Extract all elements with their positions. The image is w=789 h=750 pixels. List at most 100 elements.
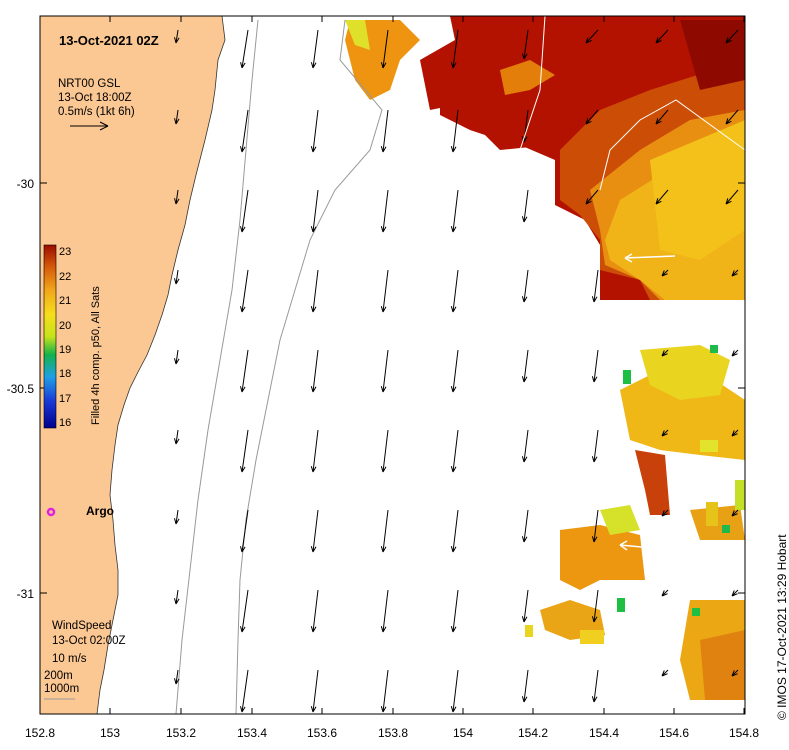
current-vectors [174, 29, 739, 713]
current-arrow [661, 589, 669, 597]
current-arrow [240, 349, 249, 393]
current-arrow [661, 509, 669, 517]
current-arrow [731, 429, 739, 437]
current-arrow [174, 509, 180, 525]
current-arrow [310, 669, 319, 713]
current-arrow [380, 189, 389, 233]
current-arrow [380, 269, 389, 313]
current-arrow [521, 269, 529, 303]
current-arrow [585, 29, 599, 44]
colorbar [43, 244, 57, 429]
source-line-2: 13-Oct 18:00Z [58, 92, 132, 104]
current-arrow [380, 669, 389, 713]
current-arrow [240, 189, 249, 233]
current-arrow [521, 349, 529, 383]
current-arrow [450, 349, 459, 393]
current-arrow [661, 269, 669, 277]
current-arrow [450, 109, 459, 153]
map-timestamp: 13-Oct-2021 02Z [59, 33, 159, 48]
current-arrow [591, 269, 599, 303]
current-arrow [655, 189, 669, 205]
current-arrow [450, 669, 459, 713]
current-arrow [174, 349, 180, 365]
colorbar-tick: 18 [59, 368, 72, 380]
current-arrow [521, 669, 529, 703]
wind-vectors [519, 15, 746, 551]
current-arrow [521, 509, 529, 543]
credit-text: © IMOS 17-Oct-2021 13:29 Hobart [775, 534, 789, 720]
current-arrow [310, 29, 319, 69]
colorbar-tick: 16 [59, 417, 72, 429]
current-arrow [240, 429, 249, 473]
current-arrow [310, 349, 319, 393]
current-arrow [380, 589, 389, 633]
x-tick-label: 154.2 [517, 726, 549, 740]
x-tick-label: 153 [99, 726, 121, 740]
wind-legend: WindSpeed 13-Oct 02:00Z 10 m/s 200m 1000… [44, 619, 126, 696]
current-arrow [310, 589, 319, 633]
current-arrow [240, 589, 249, 633]
y-tick-label: -31 [16, 587, 34, 601]
current-arrow [380, 29, 389, 69]
source-scale-arrow [70, 121, 109, 131]
current-arrow [450, 189, 459, 233]
colorbar-label: Filled 4h comp. p50, All Sats [90, 286, 102, 425]
current-arrow [380, 429, 389, 473]
current-arrow [731, 349, 739, 357]
colorbar-tick: 22 [59, 271, 72, 283]
current-arrow [240, 669, 249, 713]
x-tick-label: 153.4 [236, 726, 268, 740]
current-arrow [174, 189, 180, 205]
y-tick-label: -30.5 [6, 382, 34, 396]
current-arrow [591, 509, 599, 543]
current-arrow [450, 269, 459, 313]
current-arrow [174, 109, 180, 125]
source-line-3: 0.5m/s (1kt 6h) [58, 106, 135, 118]
current-arrow [725, 189, 739, 205]
colorbar-tick: 19 [59, 344, 72, 356]
current-arrow [731, 589, 739, 597]
current-arrow [240, 269, 249, 313]
colorbar-tick: 17 [59, 393, 72, 405]
x-tick-label: 153.6 [306, 726, 338, 740]
coastline-land [39, 15, 226, 715]
current-arrow [731, 269, 739, 277]
current-arrow [380, 509, 389, 553]
colorbar-tick: 21 [59, 295, 72, 307]
x-tick-label: 154.4 [588, 726, 620, 740]
current-arrow [591, 589, 599, 623]
current-arrow [450, 29, 459, 69]
current-arrow [521, 589, 529, 623]
wind-line-1: WindSpeed [52, 620, 112, 632]
source-line-1: NRT00 GSL [58, 78, 121, 90]
current-arrow [655, 109, 669, 125]
current-arrow [174, 669, 180, 685]
argo-label: Argo [86, 504, 114, 518]
current-arrow [174, 269, 180, 285]
current-arrow [521, 189, 529, 223]
current-arrow [240, 29, 249, 69]
colorbar-tick: 23 [59, 246, 72, 258]
argo-marker[interactable] [46, 507, 56, 517]
current-arrow [310, 509, 319, 553]
isobath-label-1000: 1000m [44, 683, 80, 695]
current-arrow [380, 349, 389, 393]
current-arrow [731, 669, 739, 677]
isobaths [175, 19, 383, 715]
current-arrow [450, 509, 459, 553]
current-arrow [310, 189, 319, 233]
current-arrow [725, 109, 739, 125]
y-tick-label: -30 [16, 177, 34, 191]
x-tick-label: 152.8 [24, 726, 56, 740]
x-tick-label: 154 [452, 726, 474, 740]
current-arrow [661, 429, 669, 437]
wind-line-2: 13-Oct 02:00Z [52, 635, 126, 647]
current-arrow [731, 509, 739, 517]
current-arrow [661, 669, 669, 677]
current-arrow [521, 429, 529, 463]
current-arrow [174, 29, 180, 44]
current-arrow [450, 429, 459, 473]
isobath-label-200: 200m [44, 670, 73, 682]
wind-line-3: 10 m/s [52, 653, 87, 665]
